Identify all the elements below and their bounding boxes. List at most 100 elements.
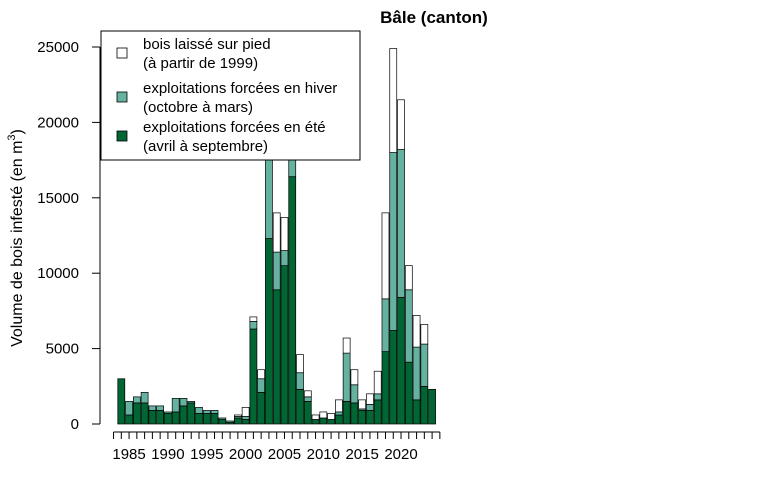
bar-segment-hiver-1987 — [140, 391, 149, 404]
legend-label: exploitations forcées en été — [143, 119, 326, 136]
bar-segment-ete-2017 — [373, 399, 382, 425]
y-tick-label: 25000 — [37, 39, 79, 56]
bar-segment-ete-1988 — [148, 410, 157, 425]
chart-title: Bâle (canton) — [380, 8, 488, 27]
bar-segment-hiver-2019 — [389, 152, 398, 331]
legend-label: exploitations forcées en hiver — [143, 80, 337, 97]
bar-segment-hiver-2018 — [381, 298, 390, 352]
bar-segment-sur-pied-2014 — [350, 369, 359, 386]
bar-segment-sur-pied-2009 — [311, 414, 320, 420]
bar-segment-hiver-2012 — [335, 411, 343, 416]
bar-segment-sur-pied-2021 — [404, 265, 413, 291]
x-tick-label: 2015 — [345, 446, 378, 463]
bar-segment-sur-pied-2002 — [257, 369, 266, 380]
legend-label: (octobre à mars) — [143, 99, 253, 116]
bar-segment-sur-pied-1999 — [234, 414, 242, 417]
bar-segment-hiver-1988 — [148, 405, 157, 411]
x-tick-label: 2000 — [229, 446, 262, 463]
bar-segment-sur-pied-2000 — [241, 407, 250, 417]
bar-segment-hiver-2016 — [366, 404, 374, 411]
bar-segment-hiver-2001 — [249, 321, 258, 330]
bar-segment-sur-pied-2017 — [373, 370, 382, 395]
legend-box — [100, 30, 361, 161]
bar-segment-hiver-1993 — [187, 401, 196, 404]
bar-segment-ete-1986 — [132, 402, 141, 425]
bar-segment-hiver-1995 — [202, 410, 211, 414]
bar-segment-hiver-2013 — [342, 352, 351, 402]
legend-swatch — [116, 130, 128, 142]
bar-segment-ete-2012 — [335, 414, 343, 425]
bar-segment-sur-pied-2016 — [366, 393, 374, 405]
bar-segment-hiver-1994 — [195, 407, 203, 414]
bar-segment-ete-2011 — [327, 419, 335, 425]
bar-segment-ete-1999 — [234, 417, 242, 425]
bar-segment-ete-2020 — [397, 296, 405, 425]
bar-segment-ete-1990 — [164, 413, 172, 425]
bar-segment-ete-1985 — [125, 414, 133, 425]
bar-segment-hiver-2008 — [303, 396, 312, 402]
x-tick-label: 2020 — [384, 446, 417, 463]
bar-segment-ete-1994 — [195, 413, 203, 425]
bar-segment-hiver-2005 — [280, 250, 289, 267]
bar-segment-hiver-1992 — [179, 398, 188, 407]
bar-segment-ete-2022 — [412, 399, 421, 425]
bar-segment-ete-2013 — [342, 401, 351, 425]
bar-segment-ete-1989 — [156, 410, 164, 425]
bar-segment-hiver-2021 — [404, 289, 413, 363]
bar-segment-sur-pied-2019 — [389, 48, 398, 153]
bar-segment-ete-2008 — [303, 401, 312, 425]
bar-segment-sur-pied-2008 — [303, 390, 312, 398]
bar-segment-ete-2006 — [288, 176, 297, 425]
bar-segment-hiver-1989 — [156, 405, 164, 411]
legend-label: bois laissé sur pied — [143, 36, 271, 53]
bar-segment-hiver-1990 — [164, 411, 172, 414]
bar-segment-ete-1987 — [140, 402, 149, 425]
bar-segment-ete-2001 — [249, 328, 258, 425]
y-axis-label-superscript: 3 — [6, 134, 18, 140]
bar-segment-ete-2024 — [428, 388, 436, 425]
bar-segment-sur-pied-2022 — [412, 315, 421, 348]
bar-segment-ete-1992 — [179, 405, 188, 425]
bar-segment-ete-2019 — [389, 330, 398, 425]
bar-segment-hiver-1986 — [132, 396, 141, 404]
plot-area: 0 5000 10000 15000 20000 25000 1985 1990 1995 200… — [37, 39, 441, 463]
bar-segment-sur-pied-2007 — [296, 354, 304, 374]
y-axis-label: Volume de bois infesté (en m3) — [6, 129, 26, 347]
bar-segment-hiver-2014 — [350, 384, 359, 404]
bar-segment-ete-2000 — [241, 419, 250, 425]
bar-segment-ete-2023 — [420, 385, 429, 425]
y-tick-label: 15000 — [37, 190, 79, 207]
bar-segment-ete-2010 — [319, 417, 328, 425]
x-tick-label: 2005 — [268, 446, 301, 463]
bar-segment-ete-2004 — [272, 289, 281, 425]
bar-segment-sur-pied-2004 — [272, 212, 281, 253]
x-tick-label: 1985 — [112, 446, 145, 463]
bar-segment-sur-pied-2020 — [397, 99, 405, 150]
bar-segment-hiver-1996 — [210, 410, 219, 414]
bar-segment-ete-2016 — [366, 410, 374, 425]
bar-segment-hiver-1998 — [226, 420, 234, 423]
bar-segment-ete-1996 — [210, 413, 219, 425]
bar-segment-ete-1984 — [117, 378, 126, 425]
bar-segment-ete-1997 — [218, 419, 227, 425]
bar-segment-ete-2009 — [311, 419, 320, 425]
y-tick-label: 10000 — [37, 265, 79, 282]
bar-segment-hiver-2000 — [241, 416, 250, 420]
bar-segment-hiver-2007 — [296, 372, 304, 390]
bar-segment-ete-2014 — [350, 402, 359, 425]
bar-segment-sur-pied-2012 — [335, 399, 343, 413]
legend-label: (avril à septembre) — [143, 138, 268, 155]
bar-segment-sur-pied-2005 — [280, 217, 289, 251]
bar-segment-ete-2018 — [381, 351, 390, 425]
y-tick-label: 20000 — [37, 114, 79, 131]
y-tick-label: 0 — [71, 416, 79, 433]
bar-segment-hiver-2004 — [272, 251, 281, 291]
x-tick-label: 1990 — [151, 446, 184, 463]
bar-segment-ete-2015 — [358, 410, 367, 425]
bar-segment-sur-pied-2010 — [319, 411, 328, 419]
y-tick-label: 5000 — [46, 341, 79, 358]
legend-swatch — [116, 91, 128, 103]
bar-segment-ete-2003 — [265, 238, 273, 425]
legend-label: (à partir de 1999) — [143, 55, 258, 72]
